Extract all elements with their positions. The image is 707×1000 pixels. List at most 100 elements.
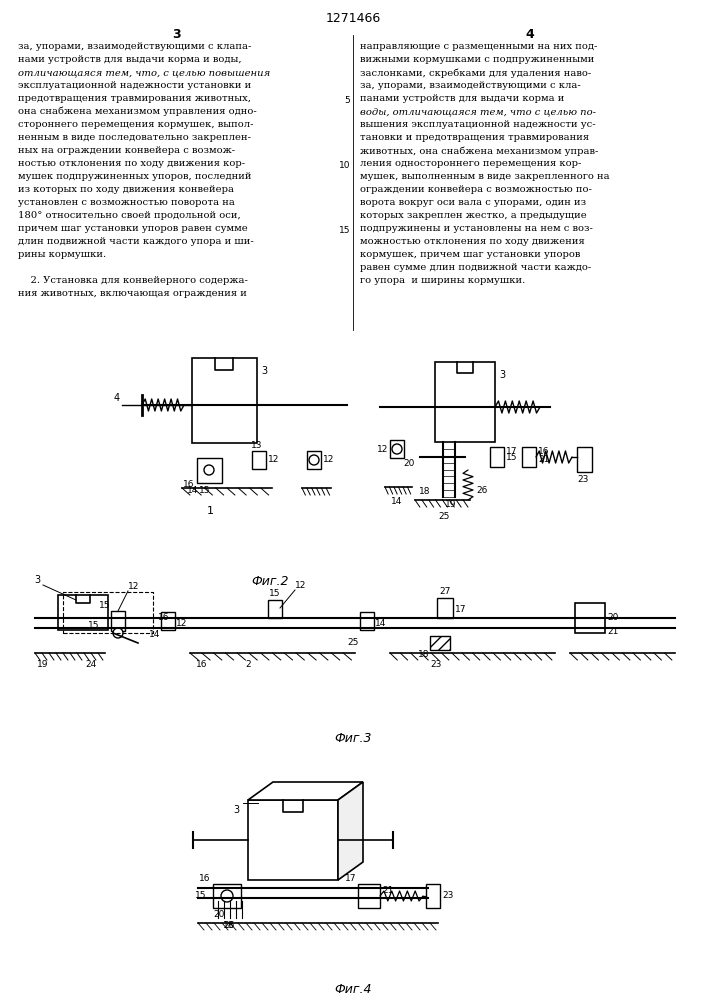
Bar bbox=[522, 447, 536, 467]
Text: 14: 14 bbox=[148, 630, 160, 639]
Text: 23: 23 bbox=[577, 475, 588, 484]
Text: подпружинены и установлены на нем с воз-: подпружинены и установлены на нем с воз- bbox=[360, 224, 593, 233]
Text: 18: 18 bbox=[418, 650, 429, 659]
Text: 20: 20 bbox=[404, 459, 415, 468]
Text: 15: 15 bbox=[98, 601, 110, 610]
Text: 1: 1 bbox=[206, 506, 214, 516]
Text: 16: 16 bbox=[199, 874, 210, 883]
Text: 14: 14 bbox=[187, 486, 199, 495]
Text: го упора  и ширины кормушки.: го упора и ширины кормушки. bbox=[360, 276, 525, 285]
Bar bbox=[248, 800, 338, 880]
Text: ограждении конвейера с возможностью по-: ограждении конвейера с возможностью по- bbox=[360, 185, 592, 194]
Text: ненным в виде последовательно закреплен-: ненным в виде последовательно закреплен- bbox=[18, 133, 251, 142]
Text: 3: 3 bbox=[34, 575, 40, 585]
Text: ностью отклонения по ходу движения кор-: ностью отклонения по ходу движения кор- bbox=[18, 159, 245, 168]
Text: 26: 26 bbox=[476, 486, 487, 495]
Text: 4: 4 bbox=[114, 393, 120, 403]
Bar bbox=[111, 611, 125, 631]
Text: за, упорами, взаимодействующими с кла-: за, упорами, взаимодействующими с кла- bbox=[360, 81, 580, 90]
Text: эксплуатационной надежности установки и: эксплуатационной надежности установки и bbox=[18, 81, 251, 90]
Bar bbox=[360, 612, 374, 630]
Text: 12: 12 bbox=[128, 582, 139, 591]
Circle shape bbox=[309, 455, 319, 465]
Text: 21: 21 bbox=[382, 886, 393, 895]
Text: 21: 21 bbox=[538, 454, 549, 464]
Text: панами устройств для выдачи корма и: панами устройств для выдачи корма и bbox=[360, 94, 564, 103]
Text: 16: 16 bbox=[538, 447, 549, 456]
Text: 12: 12 bbox=[268, 456, 279, 464]
Text: длин подвижной части каждого упора и ши-: длин подвижной части каждого упора и ши- bbox=[18, 237, 254, 246]
Text: 20: 20 bbox=[213, 910, 224, 919]
Text: 25: 25 bbox=[438, 512, 450, 521]
Bar bbox=[213, 884, 241, 908]
Text: 19: 19 bbox=[445, 500, 457, 509]
Text: ления одностороннего перемещения кор-: ления одностороннего перемещения кор- bbox=[360, 159, 581, 168]
Text: заслонками, скребками для удаления наво-: заслонками, скребками для удаления наво- bbox=[360, 68, 591, 78]
Text: мушек, выполненным в виде закрепленного на: мушек, выполненным в виде закрепленного … bbox=[360, 172, 609, 181]
Text: тановки и предотвращения травмирования: тановки и предотвращения травмирования bbox=[360, 133, 589, 142]
Polygon shape bbox=[338, 782, 363, 880]
Text: из которых по ходу движения конвейера: из которых по ходу движения конвейера bbox=[18, 185, 234, 194]
Text: 3: 3 bbox=[173, 28, 181, 41]
Bar bbox=[430, 636, 450, 650]
Text: 14: 14 bbox=[391, 497, 403, 506]
Text: 2: 2 bbox=[245, 660, 250, 669]
Text: 23: 23 bbox=[442, 892, 453, 900]
Text: 19: 19 bbox=[37, 660, 49, 669]
Text: 180° относительно своей продольной оси,: 180° относительно своей продольной оси, bbox=[18, 211, 241, 220]
Bar bbox=[58, 595, 108, 630]
Text: 13: 13 bbox=[251, 441, 262, 450]
Text: 3: 3 bbox=[499, 370, 505, 380]
Text: 17: 17 bbox=[344, 874, 356, 883]
Text: 3: 3 bbox=[233, 805, 239, 815]
Text: можностью отклонения по ходу движения: можностью отклонения по ходу движения bbox=[360, 237, 585, 246]
Text: она снабжена механизмом управления одно-: она снабжена механизмом управления одно- bbox=[18, 107, 257, 116]
Bar bbox=[197, 458, 222, 483]
Text: 12: 12 bbox=[176, 618, 187, 628]
Text: кормушек, причем шаг установки упоров: кормушек, причем шаг установки упоров bbox=[360, 250, 580, 259]
Text: 24: 24 bbox=[85, 660, 96, 669]
Text: 12: 12 bbox=[377, 444, 388, 454]
Circle shape bbox=[113, 628, 123, 638]
Text: вышения эксплуатационной надежности ус-: вышения эксплуатационной надежности ус- bbox=[360, 120, 595, 129]
Bar bbox=[252, 451, 266, 469]
Text: 21: 21 bbox=[607, 628, 619, 637]
Text: установлен с возможностью поворота на: установлен с возможностью поворота на bbox=[18, 198, 235, 207]
Text: 23: 23 bbox=[430, 660, 441, 669]
Bar bbox=[307, 451, 321, 469]
Text: ния животных, включающая ограждения и: ния животных, включающая ограждения и bbox=[18, 289, 247, 298]
Text: 4: 4 bbox=[525, 28, 534, 41]
Text: 15: 15 bbox=[269, 589, 281, 598]
Text: 1271466: 1271466 bbox=[325, 12, 380, 25]
Text: 15: 15 bbox=[194, 892, 206, 900]
Text: предотвращения травмирования животных,: предотвращения травмирования животных, bbox=[18, 94, 251, 103]
Text: Фиг.3: Фиг.3 bbox=[334, 732, 372, 745]
Text: 27: 27 bbox=[439, 587, 450, 596]
Text: 26: 26 bbox=[223, 921, 235, 930]
Text: 10: 10 bbox=[339, 161, 350, 170]
Text: 25: 25 bbox=[348, 638, 359, 647]
Circle shape bbox=[204, 465, 214, 475]
Text: 17: 17 bbox=[455, 605, 467, 614]
Bar bbox=[390, 440, 404, 458]
Bar bbox=[426, 884, 440, 908]
Bar bbox=[192, 358, 257, 443]
Circle shape bbox=[392, 444, 402, 454]
Text: вижными кормушками с подпружиненными: вижными кормушками с подпружиненными bbox=[360, 55, 595, 64]
Text: 17: 17 bbox=[506, 447, 518, 456]
Text: за, упорами, взаимодействующими с клапа-: за, упорами, взаимодействующими с клапа- bbox=[18, 42, 252, 51]
Text: 12: 12 bbox=[295, 581, 306, 590]
Text: направляющие с размещенными на них под-: направляющие с размещенными на них под- bbox=[360, 42, 597, 51]
Text: 15: 15 bbox=[339, 226, 350, 235]
Bar bbox=[161, 612, 175, 630]
Text: 2. Установка для конвейерного содержа-: 2. Установка для конвейерного содержа- bbox=[18, 276, 248, 285]
Text: 18: 18 bbox=[223, 921, 235, 930]
Circle shape bbox=[221, 890, 233, 902]
Bar bbox=[437, 598, 453, 618]
Text: 3: 3 bbox=[261, 366, 267, 376]
Text: мушек подпружиненных упоров, последний: мушек подпружиненных упоров, последний bbox=[18, 172, 252, 181]
Text: отличающаяся тем, что, с целью повышения: отличающаяся тем, что, с целью повышения bbox=[18, 68, 270, 77]
Text: 15: 15 bbox=[506, 452, 518, 462]
Text: нами устройств для выдачи корма и воды,: нами устройств для выдачи корма и воды, bbox=[18, 55, 242, 64]
Text: причем шаг установки упоров равен сумме: причем шаг установки упоров равен сумме bbox=[18, 224, 247, 233]
